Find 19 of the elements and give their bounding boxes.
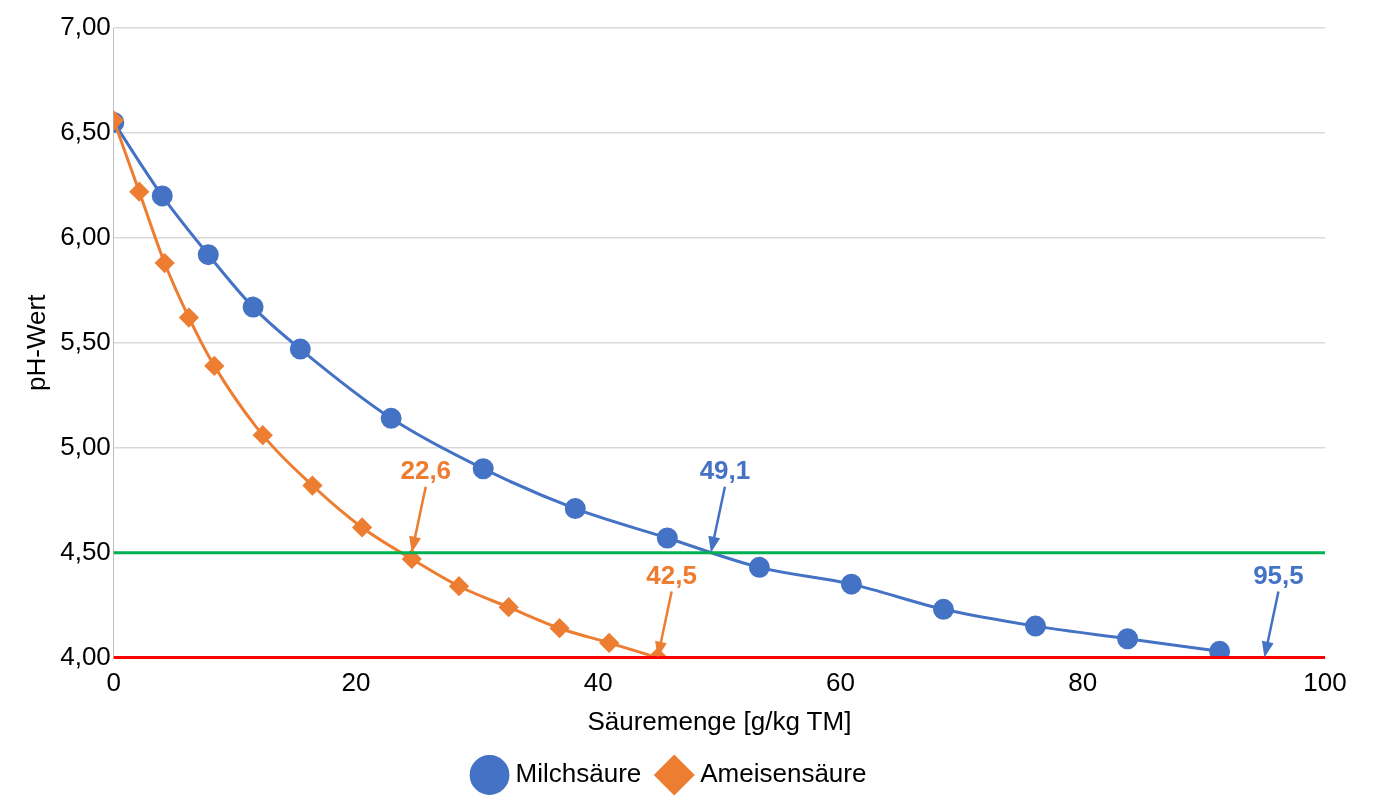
annotation: 42,5 bbox=[646, 559, 697, 590]
legend-label: Milchsäure bbox=[515, 758, 642, 789]
annotation: 49,1 bbox=[699, 454, 751, 485]
y-tick-label: 5,00 bbox=[60, 430, 111, 461]
legend-label: Ameisensäure bbox=[700, 758, 867, 789]
x-tick-label: 100 bbox=[1303, 667, 1347, 698]
x-tick-label: 60 bbox=[826, 667, 855, 698]
y-tick-label: 5,50 bbox=[60, 325, 111, 356]
y-tick-label: 4,50 bbox=[60, 535, 111, 566]
y-axis-title: pH-Wert bbox=[20, 293, 51, 391]
annotation: 22,6 bbox=[400, 454, 452, 485]
y-tick-label: 7,00 bbox=[60, 11, 111, 42]
x-axis-title: Säuremenge [g/kg TM] bbox=[587, 705, 852, 736]
annotation: 95,5 bbox=[1253, 559, 1304, 590]
x-tick-label: 80 bbox=[1068, 667, 1098, 698]
y-tick-label: 6,50 bbox=[60, 116, 111, 147]
x-tick-label: 20 bbox=[341, 667, 371, 698]
x-tick-label: 40 bbox=[583, 667, 613, 698]
y-tick-label: 6,00 bbox=[60, 221, 111, 252]
